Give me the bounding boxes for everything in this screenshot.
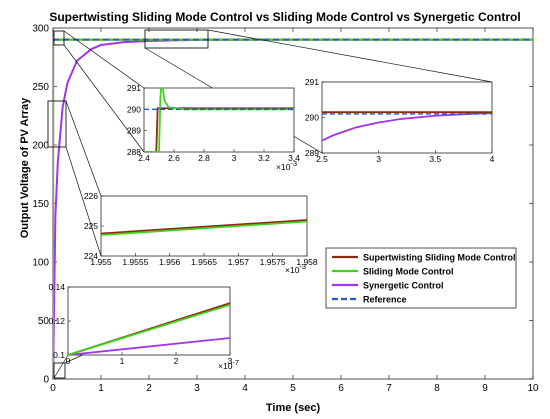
- zoom-box-top-left: [53, 30, 65, 46]
- inset-x-tick-label: 3.2: [258, 153, 270, 163]
- inset-x-tick-label: 2.8: [198, 153, 210, 163]
- inset-series-group: [144, 88, 294, 152]
- inset-y-tick-label: 291: [305, 77, 319, 87]
- x-tick-label: 7: [386, 383, 392, 394]
- zoom-connector-line: [207, 29, 493, 83]
- inset-x-tick-label: 1.956: [159, 257, 181, 267]
- inset-x-tick-label: 3: [228, 356, 233, 366]
- x-tick-label: 3: [194, 383, 200, 394]
- inset-x-tick-label: 1.9575: [260, 257, 286, 267]
- legend-label-reference: Reference: [363, 295, 407, 305]
- inset-y-tick-label: 0.1: [53, 350, 65, 360]
- inset-x-tick-label: 3: [232, 153, 237, 163]
- legend: Supertwisting Sliding Mode Control Slidin…: [325, 247, 517, 309]
- inset-series-line-smc: [68, 303, 230, 355]
- x-tick-label: 1: [98, 383, 104, 394]
- zoom-box-top-mid: [144, 29, 209, 49]
- inset-y-tick-label: 289: [305, 148, 319, 158]
- inset-series-line-smc: [144, 88, 294, 152]
- zoom-box-mid-left: [47, 100, 67, 148]
- inset-x-exponent-base: ×10: [276, 162, 291, 172]
- inset-y-tick-label: 290: [305, 113, 319, 123]
- inset-y-tick-label: 0.14: [48, 282, 65, 292]
- legend-label-stsmc: Supertwisting Sliding Mode Control: [363, 253, 516, 263]
- inset-axes-box: [143, 87, 295, 153]
- inset-series-line-smc: [101, 220, 307, 236]
- inset-x-tick-label: 0: [66, 356, 71, 366]
- inset-x-tick-label: 2.5: [316, 154, 328, 164]
- inset-x-tick-label: 1.9565: [191, 257, 217, 267]
- inset-series-line-stsmc: [144, 107, 294, 152]
- x-tick-label: 6: [338, 383, 344, 394]
- inset-y-tick-label: 226: [84, 191, 98, 201]
- inset-2: 2.5 3 3.5 4 289 290 291: [305, 77, 495, 164]
- x-tick-label: 5: [290, 383, 296, 394]
- zoom-box-bottom-left: [53, 362, 66, 379]
- inset-series-line-synergetic: [322, 111, 492, 142]
- y-tick-label: 150: [32, 199, 49, 210]
- inset-y-tick-label: 224: [84, 251, 98, 261]
- inset-x-tick-label: 1.958: [296, 257, 318, 267]
- inset-x-tick-label: 2.6: [168, 153, 180, 163]
- inset-x-exponent-label: ×10-3: [285, 262, 306, 275]
- zoom-connector-line: [63, 30, 145, 89]
- inset-x-tick-label: 4: [490, 154, 495, 164]
- legend-label-smc: Sliding Mode Control: [363, 267, 454, 277]
- y-tick-label: 50: [38, 316, 50, 327]
- inset-y-tick-label: 288: [127, 147, 141, 157]
- inset-x-exponent-label: ×10-7: [218, 358, 239, 371]
- legend-label-synergetic: Synergetic Control: [363, 281, 444, 291]
- inset-x-exponent-base: ×10: [218, 361, 233, 371]
- zoom-connector-line: [53, 354, 69, 379]
- inset-x-tick-label: 1.955: [90, 257, 112, 267]
- y-tick-label: 300: [32, 24, 49, 35]
- inset-axes-box: [67, 286, 231, 356]
- x-tick-label: 8: [434, 383, 440, 394]
- zoom-connector-line: [65, 100, 102, 197]
- y-tick-label: 200: [32, 141, 49, 152]
- x-tick-label: 4: [242, 383, 248, 394]
- inset-x-exponent-power: -3: [290, 159, 297, 168]
- inset-x-tick-label: 3: [376, 154, 381, 164]
- inset-x-tick-label: 1.9555: [122, 257, 148, 267]
- inset-1: 2.4 2.6 2.8 3 3.2 3.4 288 289 290 291 ×10-3: [127, 83, 300, 172]
- inset-x-tick-label: 1: [120, 356, 125, 366]
- x-tick-label: 0: [50, 383, 56, 394]
- inset-series-line-stsmc: [101, 219, 307, 235]
- inset-x-exponent-base: ×10: [285, 265, 300, 275]
- inset-y-tick-label: 291: [127, 83, 141, 93]
- x-axis-label: Time (sec): [266, 402, 321, 414]
- inset-series-line-synergetic: [68, 337, 230, 355]
- inset-y-tick-label: 289: [127, 126, 141, 136]
- x-tick-label: 10: [527, 383, 539, 394]
- inset-x-tick-label: 3.5: [429, 154, 441, 164]
- y-axis-label: Output Voltage of PV Array: [19, 97, 31, 238]
- inset-x-tick-label: 1.957: [228, 257, 250, 267]
- y-tick-label: 0: [43, 375, 49, 386]
- y-tick-label: 100: [32, 258, 49, 269]
- inset-x-exponent-label: ×10-3: [276, 159, 297, 172]
- inset-x-tick-label: 2.4: [138, 153, 150, 163]
- inset-y-tick-label: 225: [84, 221, 98, 231]
- zoom-connector-line: [63, 44, 145, 153]
- x-tick-label: 2: [146, 383, 152, 394]
- inset-x-exponent-power: -7: [232, 358, 239, 367]
- inset-y-tick-label: 290: [127, 104, 141, 114]
- inset-4: 0 1 2 3 0.1 0.12 0.14 ×10-7: [48, 282, 239, 371]
- x-tick-label: 9: [482, 383, 488, 394]
- inset-series-group: [101, 219, 307, 236]
- inset-x-exponent-power: -3: [299, 262, 306, 271]
- inset-y-tick-label: 0.12: [48, 316, 65, 326]
- chart-title: Supertwisting Sliding Mode Control vs Sl…: [49, 10, 520, 24]
- inset-3: 1.955 1.9555 1.956 1.9565 1.957 1.9575 1.958 22…: [84, 191, 318, 275]
- inset-series-group: [322, 111, 492, 142]
- zoom-connector-line: [65, 146, 102, 257]
- inset-x-tick-label: 2: [174, 356, 179, 366]
- inset-x-tick-label: 3.4: [288, 153, 300, 163]
- y-tick-label: 250: [32, 82, 49, 93]
- inset-series-group: [68, 302, 230, 355]
